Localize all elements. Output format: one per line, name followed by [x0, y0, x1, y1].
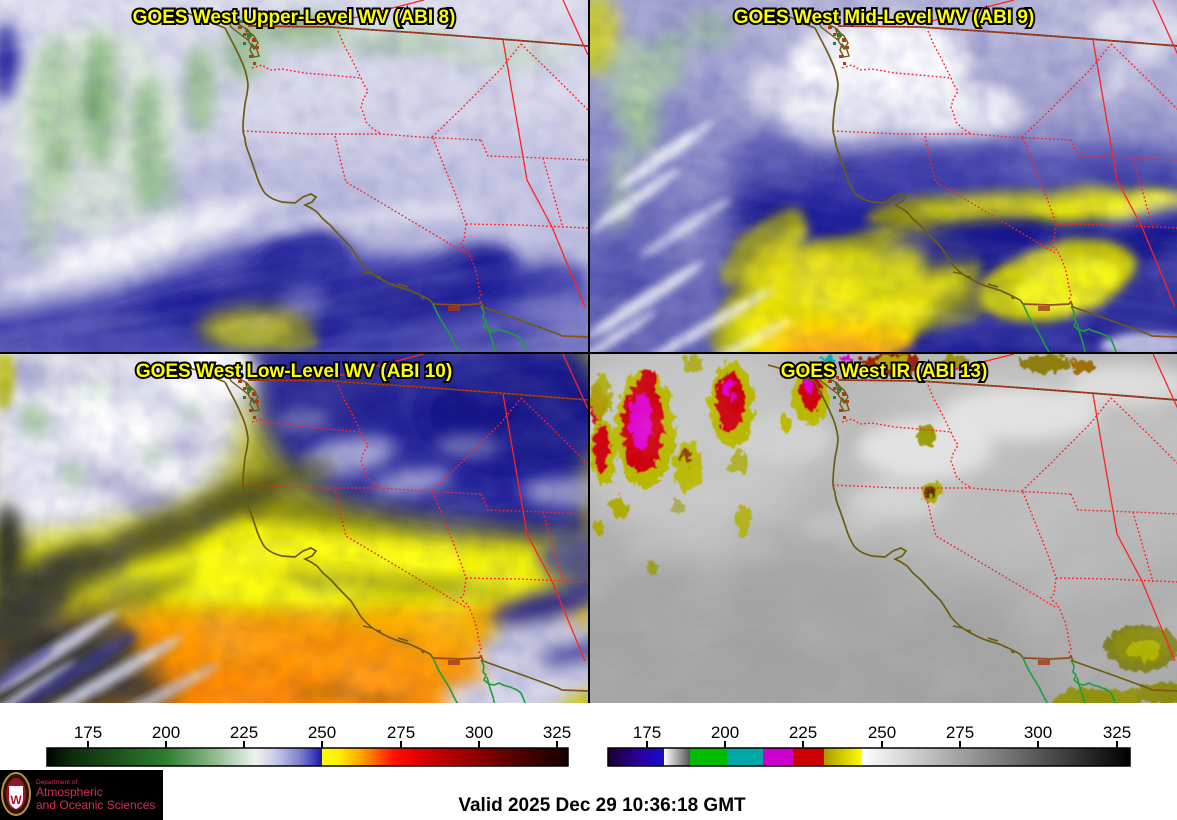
svg-text:250: 250 [308, 723, 336, 742]
svg-text:300: 300 [465, 723, 493, 742]
svg-text:GOES West Low-Level WV (ABI 10: GOES West Low-Level WV (ABI 10) [136, 361, 452, 382]
svg-text:325: 325 [1103, 723, 1131, 742]
svg-text:W: W [10, 793, 22, 807]
svg-text:GOES West Upper-Level WV (ABI: GOES West Upper-Level WV (ABI 8) [133, 7, 456, 28]
svg-text:275: 275 [387, 723, 415, 742]
svg-text:and Oceanic Sciences: and Oceanic Sciences [36, 798, 155, 812]
svg-text:250: 250 [868, 723, 896, 742]
svg-text:200: 200 [711, 723, 739, 742]
svg-text:Atmospheric: Atmospheric [36, 785, 103, 799]
svg-text:225: 225 [789, 723, 817, 742]
svg-text:200: 200 [152, 723, 180, 742]
svg-text:275: 275 [946, 723, 974, 742]
svg-text:175: 175 [74, 723, 102, 742]
svg-text:Valid 2025 Dec 29 10:36:18 GMT: Valid 2025 Dec 29 10:36:18 GMT [458, 795, 746, 816]
svg-text:GOES West Mid-Level WV (ABI 9): GOES West Mid-Level WV (ABI 9) [734, 7, 1035, 28]
svg-text:GOES West IR (ABI 13): GOES West IR (ABI 13) [781, 361, 988, 382]
svg-text:325: 325 [543, 723, 571, 742]
svg-text:300: 300 [1024, 723, 1052, 742]
svg-text:175: 175 [633, 723, 661, 742]
svg-text:225: 225 [230, 723, 258, 742]
svg-text:Department of: Department of [36, 779, 77, 786]
